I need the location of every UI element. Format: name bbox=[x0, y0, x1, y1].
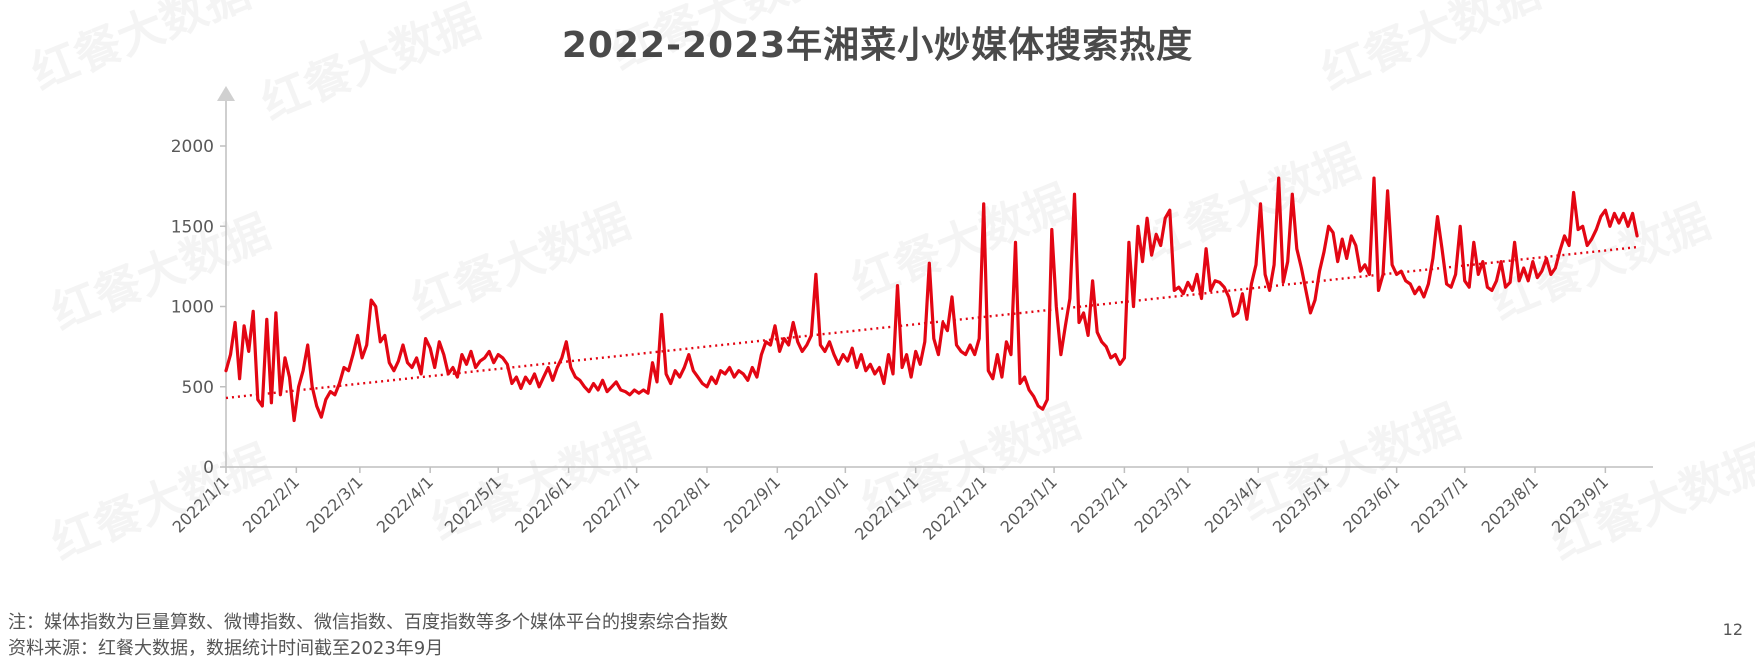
watermark-text: 红餐大数据 bbox=[24, 0, 257, 100]
x-tick-label: 2023/8/1 bbox=[1478, 472, 1542, 536]
y-tick-labels: 0 500 1000 1500 2000 bbox=[171, 137, 214, 478]
y-tick-label: 1000 bbox=[171, 298, 214, 318]
chart-axes bbox=[217, 86, 1653, 473]
x-tick-label: 2023/7/1 bbox=[1407, 472, 1471, 536]
y-tick-label: 2000 bbox=[171, 137, 214, 157]
footnote-source: 资料来源：红餐大数据，数据统计时间截至2023年9月 bbox=[8, 638, 444, 659]
x-tick-label: 2022/10/1 bbox=[781, 472, 852, 543]
watermark-text: 红餐大数据 bbox=[44, 204, 277, 340]
watermark-text: 红餐大数据 bbox=[404, 194, 637, 330]
watermark-text: 红餐大数据 bbox=[604, 0, 837, 80]
y-tick-label: 500 bbox=[182, 378, 214, 398]
y-axis-arrow bbox=[217, 86, 235, 101]
y-tick-label: 0 bbox=[203, 458, 214, 478]
x-tick-label: 2023/1/1 bbox=[997, 472, 1061, 536]
x-tick-label: 2023/3/1 bbox=[1131, 472, 1195, 536]
watermark-text: 红餐大数据 bbox=[1314, 0, 1547, 100]
trend-line bbox=[225, 245, 1638, 400]
x-tick-label: 2022/3/1 bbox=[302, 472, 366, 536]
page-title: 2022-2023年湘菜小炒媒体搜索热度 bbox=[561, 25, 1194, 66]
footnote-note: 注：媒体指数为巨量算数、微博指数、微信指数、百度指数等多个媒体平台的搜索综合指数 bbox=[8, 612, 728, 633]
x-tick-label: 2023/2/1 bbox=[1067, 472, 1131, 536]
watermark-text: 红餐大数据 bbox=[44, 434, 277, 570]
y-tick-label: 1500 bbox=[171, 217, 214, 237]
x-tick-label: 2022/8/1 bbox=[650, 472, 714, 536]
page-number: 12 bbox=[1722, 620, 1743, 639]
watermark-text: 红餐大数据 bbox=[844, 174, 1077, 310]
x-tick-label: 2022/9/1 bbox=[720, 472, 784, 536]
watermark-text: 红餐大数据 bbox=[1134, 134, 1367, 270]
watermark-text: 红餐大数据 bbox=[254, 0, 487, 130]
